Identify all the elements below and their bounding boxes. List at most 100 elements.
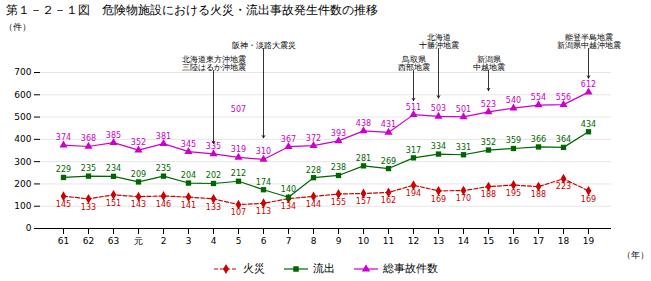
svg-text:北海道東方沖地震三陸はるか沖地震: 北海道東方沖地震三陸はるか沖地震 bbox=[182, 55, 246, 72]
svg-text:229: 229 bbox=[56, 165, 71, 174]
svg-text:169: 169 bbox=[431, 195, 446, 204]
svg-text:11: 11 bbox=[383, 236, 394, 246]
svg-text:（件）: （件） bbox=[4, 22, 31, 32]
svg-text:19: 19 bbox=[583, 236, 595, 246]
svg-text:107: 107 bbox=[231, 208, 246, 217]
svg-text:234: 234 bbox=[106, 164, 121, 173]
svg-text:18: 18 bbox=[558, 236, 570, 246]
svg-text:12: 12 bbox=[408, 236, 419, 246]
svg-text:331: 331 bbox=[456, 143, 471, 152]
svg-text:63: 63 bbox=[108, 236, 119, 246]
svg-text:385: 385 bbox=[106, 131, 121, 140]
svg-text:鳥取県西部地震: 鳥取県西部地震 bbox=[398, 55, 430, 72]
svg-text:10: 10 bbox=[358, 236, 370, 246]
svg-text:300: 300 bbox=[14, 157, 31, 167]
svg-text:0: 0 bbox=[26, 223, 32, 233]
svg-text:334: 334 bbox=[431, 142, 446, 151]
svg-text:195: 195 bbox=[506, 189, 521, 198]
svg-text:14: 14 bbox=[458, 236, 470, 246]
svg-text:144: 144 bbox=[306, 200, 321, 209]
svg-text:141: 141 bbox=[181, 201, 196, 210]
svg-text:501: 501 bbox=[456, 105, 471, 114]
svg-text:188: 188 bbox=[531, 190, 546, 199]
svg-text:438: 438 bbox=[356, 119, 371, 128]
svg-text:372: 372 bbox=[306, 134, 321, 143]
svg-text:235: 235 bbox=[81, 164, 96, 173]
svg-text:209: 209 bbox=[131, 170, 146, 179]
svg-text:133: 133 bbox=[206, 203, 221, 212]
svg-text:503: 503 bbox=[431, 104, 446, 113]
svg-text:511: 511 bbox=[406, 103, 421, 112]
svg-text:202: 202 bbox=[206, 171, 221, 180]
svg-text:17: 17 bbox=[533, 236, 544, 246]
svg-text:352: 352 bbox=[481, 138, 496, 147]
svg-text:367: 367 bbox=[281, 135, 296, 144]
svg-text:155: 155 bbox=[331, 198, 346, 207]
svg-text:600: 600 bbox=[14, 90, 31, 100]
svg-text:366: 366 bbox=[531, 135, 546, 144]
svg-text:556: 556 bbox=[556, 93, 571, 102]
svg-text:100: 100 bbox=[14, 201, 31, 211]
svg-text:151: 151 bbox=[106, 199, 121, 208]
svg-text:16: 16 bbox=[508, 236, 520, 246]
svg-text:13: 13 bbox=[433, 236, 444, 246]
svg-text:新潟県中越地震: 新潟県中越地震 bbox=[473, 55, 505, 72]
svg-text:228: 228 bbox=[306, 166, 321, 175]
svg-text:9: 9 bbox=[336, 236, 342, 246]
svg-text:157: 157 bbox=[356, 197, 371, 206]
svg-text:523: 523 bbox=[481, 100, 496, 109]
svg-text:500: 500 bbox=[14, 112, 31, 122]
svg-text:北海道十勝沖地震: 北海道十勝沖地震 bbox=[419, 33, 459, 50]
svg-text:134: 134 bbox=[281, 202, 296, 211]
svg-text:162: 162 bbox=[381, 196, 396, 205]
svg-text:554: 554 bbox=[531, 93, 546, 102]
svg-text:133: 133 bbox=[81, 203, 96, 212]
svg-text:352: 352 bbox=[131, 138, 146, 147]
svg-text:269: 269 bbox=[381, 157, 396, 166]
svg-text:434: 434 bbox=[581, 120, 596, 129]
svg-text:540: 540 bbox=[506, 96, 521, 105]
svg-text:319: 319 bbox=[231, 145, 246, 154]
svg-text:612: 612 bbox=[581, 80, 596, 89]
svg-text:381: 381 bbox=[156, 132, 171, 141]
svg-text:8: 8 bbox=[311, 236, 317, 246]
svg-text:62: 62 bbox=[83, 236, 94, 246]
svg-text:374: 374 bbox=[56, 133, 71, 142]
svg-text:169: 169 bbox=[581, 195, 596, 204]
svg-text:400: 400 bbox=[14, 134, 31, 144]
svg-text:194: 194 bbox=[406, 189, 421, 198]
svg-text:143: 143 bbox=[131, 200, 146, 209]
svg-text:2: 2 bbox=[161, 236, 167, 246]
svg-text:281: 281 bbox=[356, 154, 371, 163]
svg-text:元: 元 bbox=[134, 236, 143, 246]
svg-text:188: 188 bbox=[481, 190, 496, 199]
svg-text:3: 3 bbox=[186, 236, 192, 246]
svg-text:阪神・淡路大震災: 阪神・淡路大震災 bbox=[232, 41, 296, 50]
svg-text:359: 359 bbox=[506, 136, 521, 145]
svg-text:61: 61 bbox=[58, 236, 69, 246]
svg-text:15: 15 bbox=[483, 236, 494, 246]
svg-text:393: 393 bbox=[331, 129, 346, 138]
svg-text:113: 113 bbox=[256, 207, 271, 216]
svg-text:364: 364 bbox=[556, 135, 571, 144]
svg-text:368: 368 bbox=[81, 134, 96, 143]
svg-text:238: 238 bbox=[331, 163, 346, 172]
svg-text:431: 431 bbox=[381, 120, 396, 129]
svg-text:310: 310 bbox=[256, 147, 271, 156]
svg-text:212: 212 bbox=[231, 169, 246, 178]
svg-text:223: 223 bbox=[556, 182, 571, 191]
svg-text:7: 7 bbox=[286, 236, 292, 246]
svg-text:200: 200 bbox=[14, 179, 31, 189]
svg-text:能登半島地震新潟県中越沖地震: 能登半島地震新潟県中越沖地震 bbox=[557, 33, 621, 50]
svg-text:140: 140 bbox=[281, 185, 296, 194]
svg-text:235: 235 bbox=[156, 164, 171, 173]
svg-text:145: 145 bbox=[56, 200, 71, 209]
svg-text:146: 146 bbox=[156, 200, 171, 209]
svg-text:204: 204 bbox=[181, 171, 196, 180]
svg-text:（年）: （年） bbox=[622, 250, 649, 260]
svg-text:4: 4 bbox=[211, 236, 217, 246]
svg-text:6: 6 bbox=[261, 236, 267, 246]
svg-text:5: 5 bbox=[236, 236, 242, 246]
svg-text:317: 317 bbox=[406, 146, 421, 155]
svg-text:700: 700 bbox=[14, 67, 31, 77]
